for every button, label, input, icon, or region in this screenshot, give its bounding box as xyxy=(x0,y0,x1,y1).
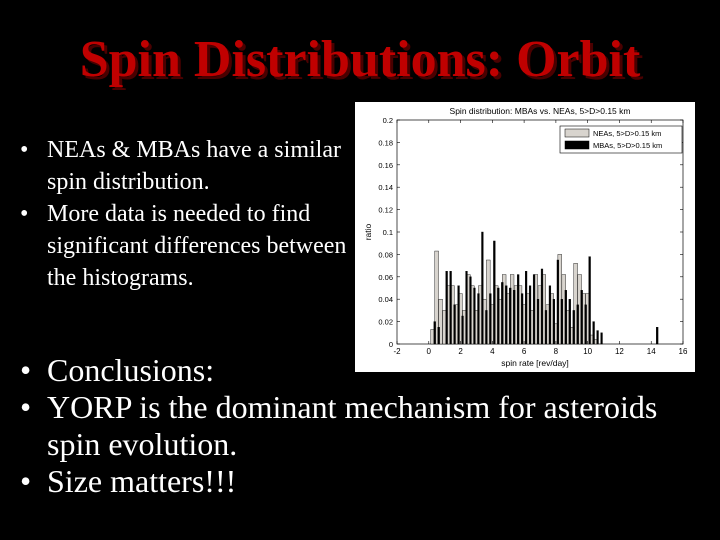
bar-mbas xyxy=(465,270,468,345)
bar-mbas xyxy=(477,293,480,345)
bar-mbas xyxy=(485,310,488,345)
bar-mbas xyxy=(560,298,563,345)
spin-histogram-chart: Spin distribution: MBAs vs. NEAs, 5>D>0.… xyxy=(355,102,695,372)
bar-mbas xyxy=(517,274,520,345)
bar-mbas xyxy=(433,321,436,345)
bar-mbas xyxy=(580,290,583,345)
histogram-svg: Spin distribution: MBAs vs. NEAs, 5>D>0.… xyxy=(363,106,688,368)
bar-mbas xyxy=(513,290,516,345)
bar-mbas xyxy=(568,298,571,345)
bar-mbas xyxy=(461,315,464,345)
legend-label-mbas: MBAs, 5>D>0.15 km xyxy=(593,141,662,150)
legend: NEAs, 5>D>0.15 km MBAs, 5>D>0.15 km xyxy=(559,125,683,154)
slide-title: Spin Distributions: Orbit xyxy=(79,31,641,88)
legend-swatch-mbas xyxy=(564,140,590,150)
bar-mbas xyxy=(453,304,456,345)
main-bullet-2: YORP is the dominant mechanism for aster… xyxy=(20,389,710,463)
bar-mbas xyxy=(457,285,460,345)
y-tick-label: 0 xyxy=(389,340,393,349)
bar-mbas xyxy=(505,285,508,345)
y-tick-label: 0.2 xyxy=(383,116,393,125)
bar-mbas xyxy=(540,268,544,345)
y-tick-label: 0.02 xyxy=(378,318,393,327)
y-tick-label: 0.18 xyxy=(378,138,393,147)
bar-mbas xyxy=(592,321,595,345)
bar-mbas xyxy=(584,304,587,345)
legend-swatch-neas xyxy=(564,128,590,138)
bar-mbas xyxy=(501,282,504,345)
y-tick-label: 0.16 xyxy=(378,161,393,170)
left-bullet-1: NEAs & MBAs have a similar spin distribu… xyxy=(20,134,355,198)
y-tick-label: 0.1 xyxy=(383,228,393,237)
bar-mbas xyxy=(596,330,599,345)
bar-mbas xyxy=(536,298,540,345)
bar-mbas xyxy=(532,274,536,345)
bar-mbas xyxy=(493,240,496,345)
left-bullet-list: NEAs & MBAs have a similar spin distribu… xyxy=(20,134,355,294)
bar-mbas xyxy=(588,256,591,345)
bar-mbas xyxy=(469,276,472,345)
plot-area: -2 0 2 4 6 8 10 12 14 1600.020.040.060.080.10.120… xyxy=(378,116,688,356)
bar-mbas xyxy=(509,287,512,345)
bar-mbas xyxy=(449,270,452,345)
y-tick-label: 0.14 xyxy=(378,183,393,192)
bar-mbas xyxy=(489,293,492,345)
main-bullet-list: Conclusions: YORP is the dominant mechan… xyxy=(20,352,710,500)
bar-mbas xyxy=(481,231,484,345)
main-bullet-1: Conclusions: xyxy=(20,352,710,389)
bar-mbas xyxy=(572,310,575,345)
bar-mbas xyxy=(473,287,476,345)
y-axis-label: ratio xyxy=(363,223,373,240)
bar-mbas xyxy=(525,270,528,345)
bar-mbas xyxy=(576,304,579,345)
bar-mbas xyxy=(564,290,567,345)
bar-mbas xyxy=(600,332,603,345)
y-tick-label: 0.06 xyxy=(378,273,393,282)
main-bullet-3: Size matters!!! xyxy=(20,463,710,500)
bar-mbas xyxy=(544,310,548,345)
bar-mbas xyxy=(445,270,448,345)
y-tick-label: 0.04 xyxy=(378,295,393,304)
bar-mbas xyxy=(552,298,555,345)
bar-neas xyxy=(434,250,439,345)
chart-title: Spin distribution: MBAs vs. NEAs, 5>D>0.… xyxy=(450,106,631,116)
left-bullet-2: More data is needed to find significant … xyxy=(20,198,355,294)
bar-mbas xyxy=(497,287,500,345)
bar-mbas xyxy=(437,326,440,345)
bar-mbas xyxy=(528,285,532,345)
bar-mbas xyxy=(656,326,659,345)
y-tick-label: 0.08 xyxy=(378,250,393,259)
legend-label-neas: NEAs, 5>D>0.15 km xyxy=(593,129,661,138)
bar-mbas xyxy=(556,259,559,345)
y-tick-label: 0.12 xyxy=(378,206,393,215)
bar-mbas xyxy=(521,293,524,345)
bar-mbas xyxy=(548,285,552,345)
